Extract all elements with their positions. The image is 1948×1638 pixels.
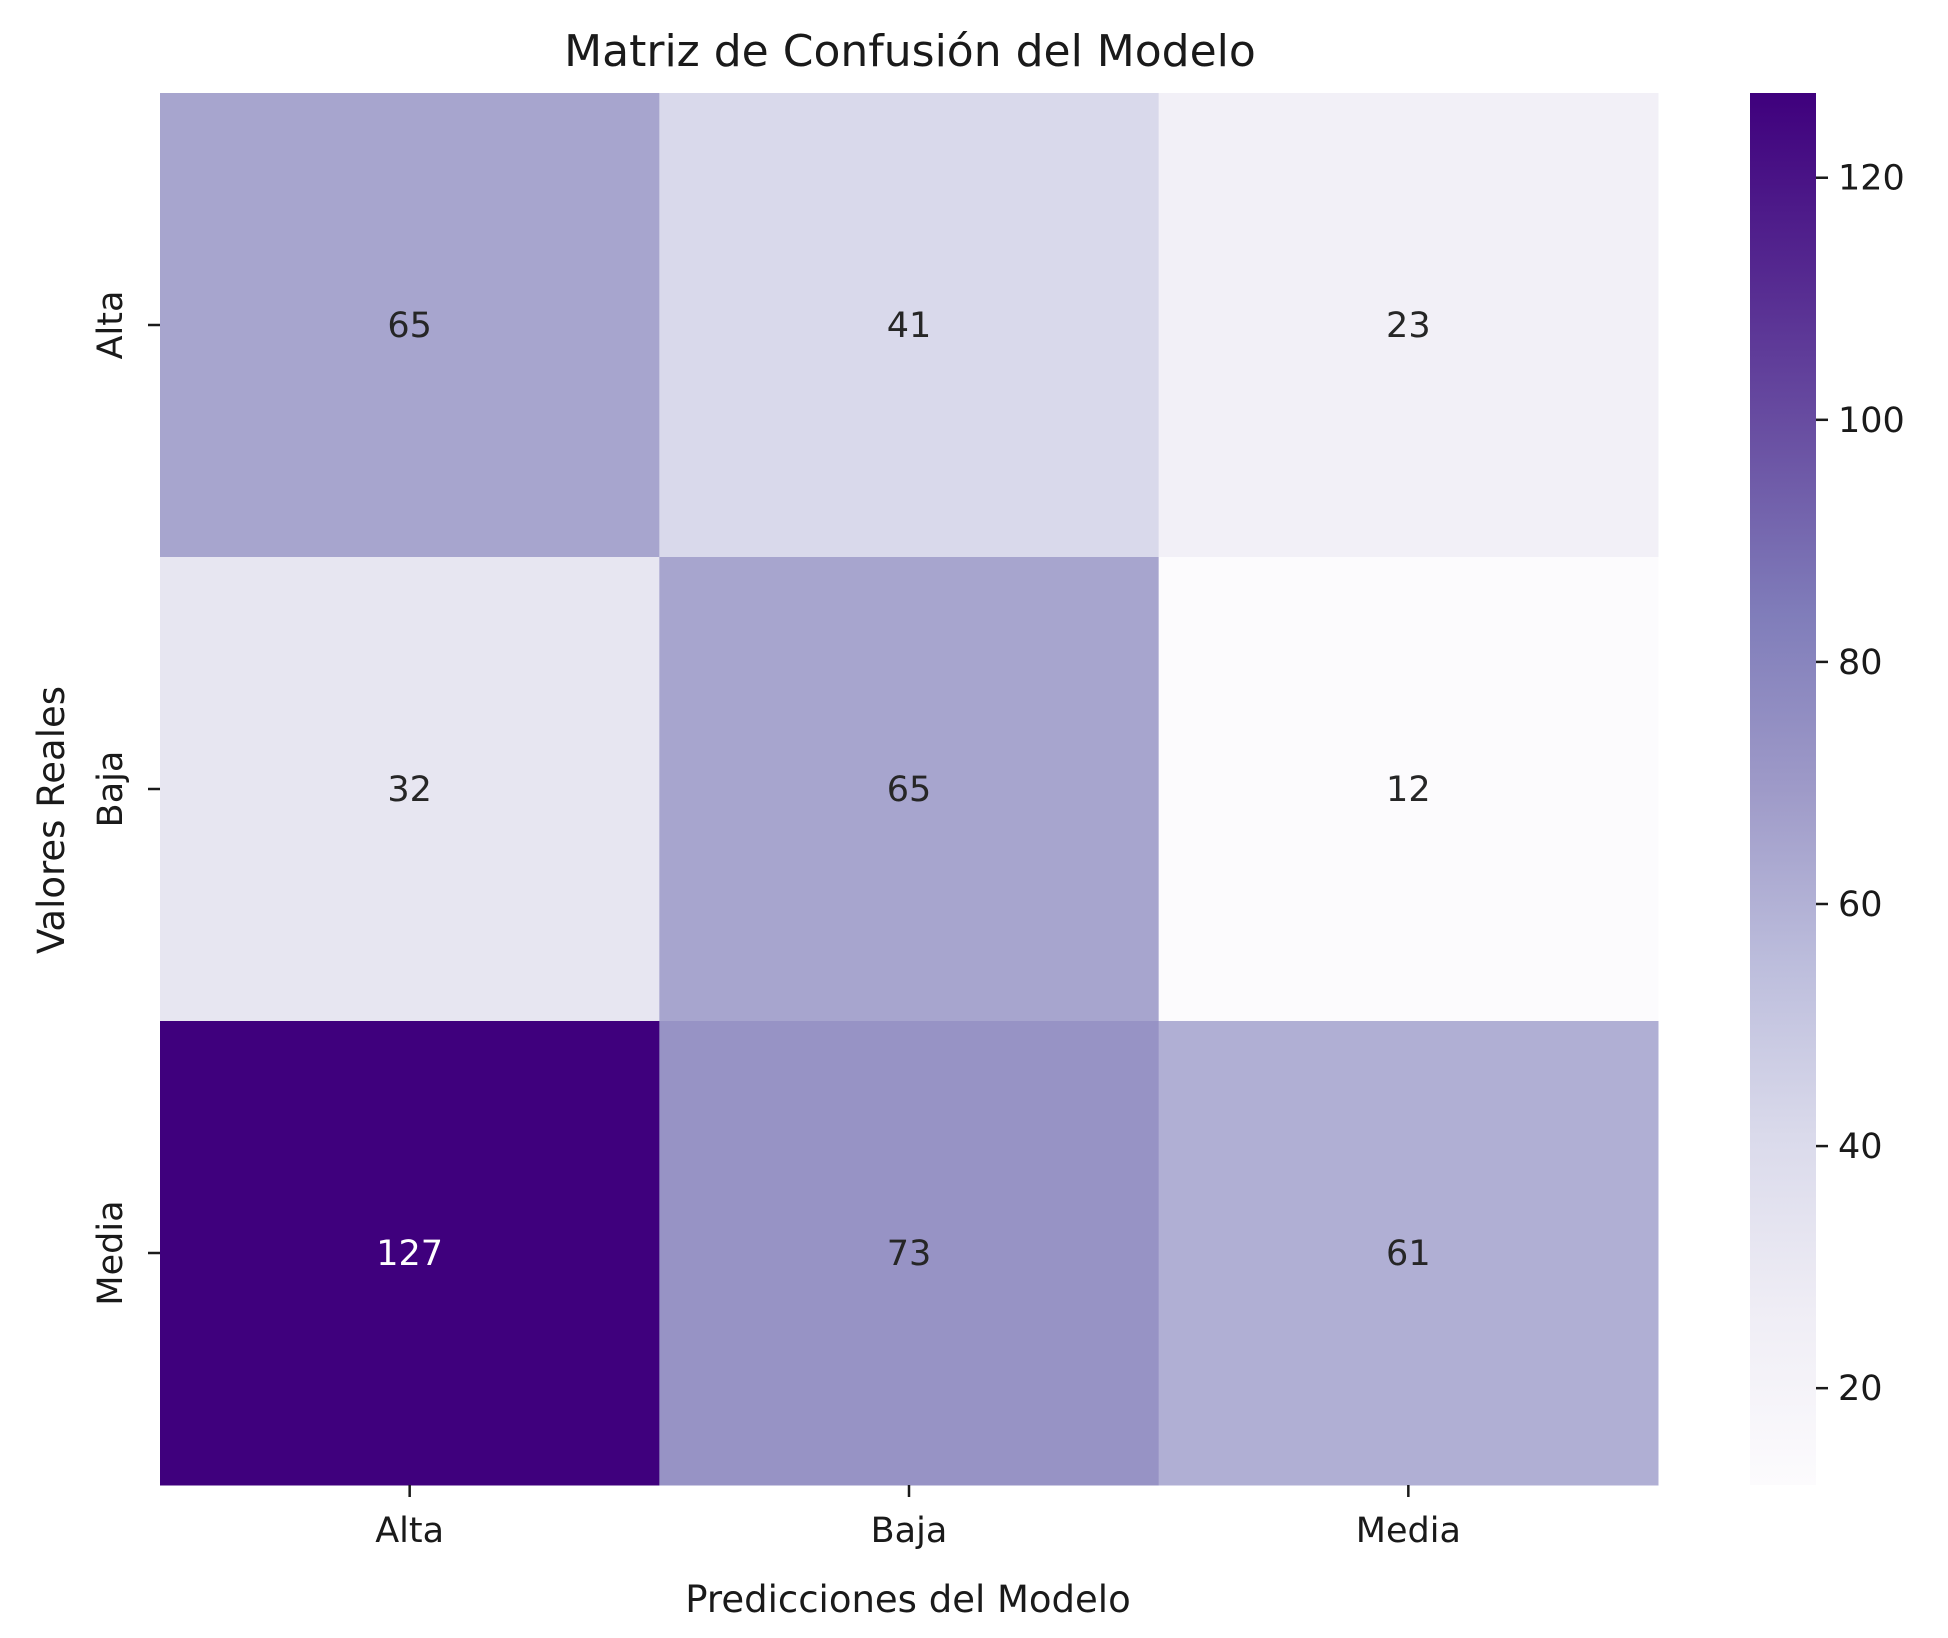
x-axis: Alta Baja Media — [375, 1485, 1461, 1551]
y-tick-label: Alta — [91, 291, 131, 360]
colorbar-tick-label: 120 — [1838, 159, 1905, 199]
heatmap-cell — [160, 93, 660, 558]
x-tick-label: Media — [1356, 1511, 1461, 1551]
y-tick-label: Baja — [91, 751, 131, 828]
y-axis: Alta Baja Media — [91, 291, 160, 1306]
heatmap-cell — [1158, 93, 1659, 558]
colorbar-tick-label: 80 — [1838, 643, 1883, 683]
cell-value-label: 41 — [887, 306, 932, 346]
cell-value-label: 65 — [387, 306, 432, 346]
cell-value-label: 127 — [376, 1234, 443, 1274]
heatmap-cell — [659, 93, 1160, 558]
cell-value-label: 23 — [1386, 306, 1431, 346]
cell-value-label: 12 — [1386, 770, 1431, 810]
cell-value-label: 61 — [1386, 1234, 1431, 1274]
heatmap-cell — [1158, 1021, 1659, 1486]
cell-value-label: 65 — [887, 770, 932, 810]
heatmap-cell — [659, 1021, 1160, 1486]
colorbar-tick-label: 60 — [1838, 885, 1883, 925]
heatmap-cell — [1158, 557, 1659, 1022]
colorbar-tick-label: 40 — [1838, 1127, 1883, 1167]
x-tick-label: Alta — [375, 1511, 444, 1551]
y-axis-label: Valores Reales — [30, 686, 73, 954]
chart-title: Matriz de Confusión del Modelo — [564, 26, 1256, 77]
x-axis-label: Predicciones del Modelo — [685, 1578, 1130, 1621]
heatmap-cells: 65 41 23 32 65 12 127 73 61 — [160, 93, 1659, 1486]
colorbar-axis: 20 40 60 80 100 120 — [1816, 159, 1905, 1409]
x-tick-label: Baja — [871, 1511, 948, 1551]
heatmap-cell — [160, 557, 660, 1022]
y-tick-label: Media — [91, 1200, 131, 1305]
heatmap-cell — [659, 557, 1160, 1022]
cell-value-label: 73 — [887, 1234, 932, 1274]
colorbar-tick-label: 100 — [1838, 401, 1905, 441]
colorbar — [1750, 93, 1816, 1485]
colorbar-tick-label: 20 — [1838, 1369, 1883, 1409]
heatmap-cell — [160, 1021, 660, 1486]
cell-value-label: 32 — [387, 770, 432, 810]
